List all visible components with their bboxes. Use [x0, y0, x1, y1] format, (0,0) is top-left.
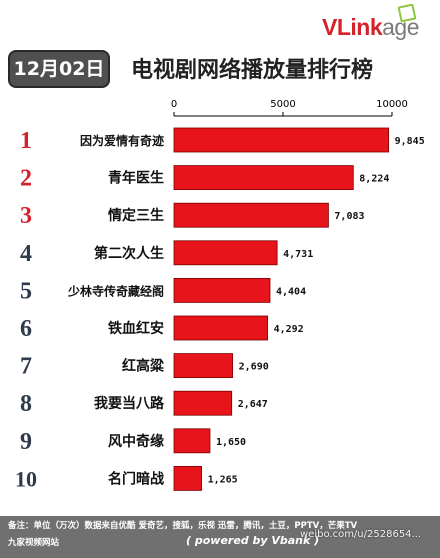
category-label: 红高粱	[122, 358, 165, 375]
bar	[173, 465, 202, 491]
bar-chart: 0 5000 10000 1 因为爱情有奇迹 9,845 2 青年医生 8,224 3 情定三生 7…	[15, 99, 425, 491]
value-label: 8,224	[359, 174, 389, 185]
page-title: 电视剧网络播放量排行榜	[131, 58, 374, 83]
category-label: 风中奇缘	[108, 433, 164, 450]
value-label: 2,690	[239, 362, 269, 373]
footer-sources: 九家视频网站	[8, 538, 60, 548]
bar	[173, 240, 278, 266]
bar	[173, 277, 271, 303]
x-tick-label: 0	[171, 99, 177, 110]
bar	[173, 127, 390, 153]
category-label: 青年医生	[108, 170, 164, 187]
rank-number: 4	[20, 241, 32, 267]
value-label: 7,083	[334, 211, 364, 222]
x-tick-label: 5000	[270, 99, 295, 110]
rank-number: 9	[20, 429, 32, 455]
rank-number: 6	[20, 316, 32, 342]
rank-number: 8	[20, 391, 32, 417]
bar	[173, 390, 233, 416]
weibo-watermark: weibo.com/u/2528654...	[300, 529, 422, 540]
x-tick-label: 10000	[376, 99, 408, 110]
date-badge: 12月02日	[8, 50, 110, 88]
footer-bar: 备注：单位（万次）数据来自优酷 爱奇艺，搜狐，乐视 迅雷，腾讯，土豆，PPTV，…	[0, 516, 440, 558]
logo-prefix: VLink	[322, 14, 383, 40]
logo-suffix: age	[382, 14, 419, 40]
value-label: 4,292	[274, 324, 304, 335]
footer-powered-by: ( powered by Vbank )	[186, 534, 320, 547]
rank-number: 5	[20, 278, 32, 304]
value-label: 4,404	[276, 286, 306, 297]
rank-number: 7	[20, 354, 32, 380]
bar	[173, 315, 268, 341]
rank-number: 1	[20, 128, 32, 154]
category-label: 我要当八路	[94, 395, 165, 412]
axis-layer: 0 5000 10000	[171, 99, 408, 117]
rank-number: 10	[15, 466, 37, 491]
value-label: 1,265	[208, 474, 238, 485]
bar	[173, 202, 329, 228]
bar	[173, 165, 354, 190]
category-label: 因为爱情有奇迹	[80, 133, 164, 148]
value-label: 1,650	[216, 437, 246, 448]
category-label: 第二次人生	[94, 245, 164, 262]
vlinkage-logo: VLinkage	[322, 14, 419, 41]
category-label: 少林寺传奇藏经阁	[67, 283, 164, 298]
footer-note: 备注：单位（万次）数据来自优酷 爱奇艺，搜狐，乐视 迅雷，腾讯，土豆，PPTV，…	[8, 521, 358, 531]
value-label: 9,845	[395, 136, 425, 147]
bar	[173, 428, 211, 454]
category-label: 名门暗战	[108, 470, 164, 487]
rank-number: 2	[20, 166, 32, 192]
rank-number: 3	[20, 203, 32, 229]
bar	[173, 353, 234, 379]
rows-layer: 1 因为爱情有奇迹 9,845 2 青年医生 8,224 3 情定三生 7,083 4 第二次人生 4…	[15, 127, 425, 491]
value-label: 4,731	[283, 249, 313, 260]
category-label: 情定三生	[108, 207, 164, 224]
value-label: 2,647	[238, 399, 268, 410]
category-label: 铁血红安	[108, 320, 164, 337]
logo-mark-icon	[397, 3, 417, 23]
